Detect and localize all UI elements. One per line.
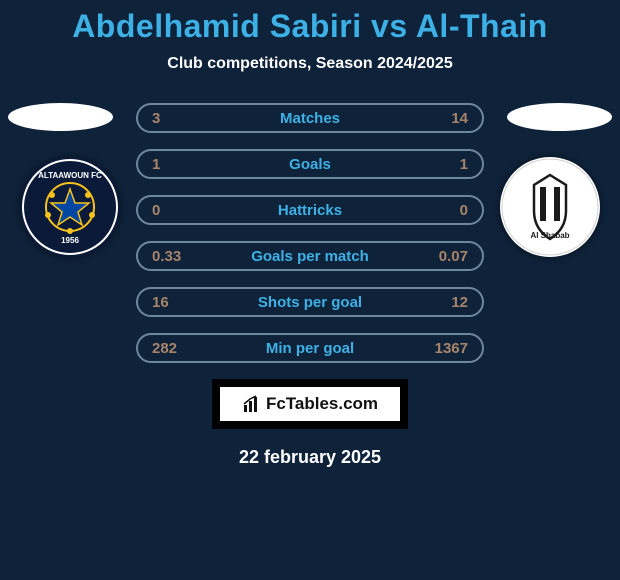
infographic-date: 22 february 2025 <box>0 447 620 468</box>
page-title: Abdelhamid Sabiri vs Al-Thain <box>0 0 620 45</box>
stat-value-left: 3 <box>152 110 192 127</box>
club-logo-right: Al Shabab <box>500 157 600 257</box>
stat-label: Goals <box>192 156 428 173</box>
stat-row: 282Min per goal1367 <box>136 333 484 363</box>
stat-label: Goals per match <box>192 248 428 265</box>
logo-left-bottom-text: 1956 <box>61 236 79 245</box>
subtitle: Club competitions, Season 2024/2025 <box>0 55 620 73</box>
stat-row: 0.33Goals per match0.07 <box>136 241 484 271</box>
stat-label: Shots per goal <box>192 294 428 311</box>
badge-text: FcTables.com <box>266 394 378 414</box>
flag-right <box>507 103 612 131</box>
logo-left-top-text: ALTAAWOUN FC <box>38 171 102 180</box>
stat-value-right: 1367 <box>428 340 468 357</box>
stat-value-right: 12 <box>428 294 468 311</box>
stat-value-right: 0.07 <box>428 248 468 265</box>
chart-icon <box>242 394 262 414</box>
stat-value-right: 1 <box>428 156 468 173</box>
comparison-stage: ALTAAWOUN FC 1956 Al Shabab 3Matches141G… <box>0 103 620 363</box>
stat-row: 16Shots per goal12 <box>136 287 484 317</box>
stat-value-right: 14 <box>428 110 468 127</box>
stat-row: 3Matches14 <box>136 103 484 133</box>
stat-value-left: 0 <box>152 202 192 219</box>
club-logo-left: ALTAAWOUN FC 1956 <box>20 157 120 257</box>
stat-value-left: 1 <box>152 156 192 173</box>
stat-row: 1Goals1 <box>136 149 484 179</box>
stat-rows: 3Matches14 1Goals1 0Hattricks0 0.33Goals pe… <box>136 103 484 363</box>
fctables-badge: FcTables.com <box>212 379 408 429</box>
stat-label: Hattricks <box>192 202 428 219</box>
stat-row: 0Hattricks0 <box>136 195 484 225</box>
stat-value-left: 0.33 <box>152 248 192 265</box>
flag-left <box>8 103 113 131</box>
stat-value-right: 0 <box>428 202 468 219</box>
stat-value-left: 282 <box>152 340 192 357</box>
logo-right-text: Al Shabab <box>530 231 569 240</box>
stat-value-left: 16 <box>152 294 192 311</box>
stat-label: Min per goal <box>192 340 428 357</box>
stat-label: Matches <box>192 110 428 127</box>
